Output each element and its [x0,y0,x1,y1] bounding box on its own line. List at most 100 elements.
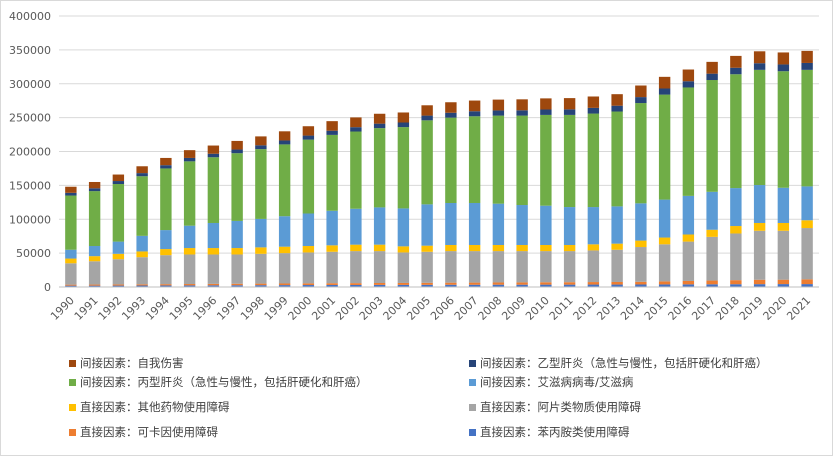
y-tick-label: 0 [44,281,51,294]
bar-segment-s3 [777,222,790,231]
legend-label: 间接因素：艾滋病病毒/艾滋病 [480,375,634,389]
bar-segment-s5 [183,161,196,226]
bar-segment-s6 [516,110,528,116]
bar-segment-s5 [255,149,267,219]
bar-segment-s7 [373,113,386,124]
x-tick-label: 1995 [167,294,196,323]
bar-segment-s2 [730,233,742,281]
bar-segment-s2 [445,251,457,283]
x-tick-label: 2021 [784,294,813,323]
bar-segment-s2 [231,254,243,284]
bar-segment-s7 [183,150,196,158]
bar-segment-s0 [183,285,196,287]
bar-segment-s7 [88,181,101,189]
x-tick-label: 2019 [737,294,766,323]
bar-segment-s5 [706,80,718,192]
bar-segment-s7 [207,145,220,154]
bar-segment-s4 [350,208,362,245]
bar-stack-2021 [801,50,813,287]
bar-segment-s7 [397,112,410,123]
x-tick-label: 2003 [357,294,386,323]
legend: 间接因素：自我伤害 间接因素：乙型肝炎（急性与慢性，包括肝硬化和肝癌） 间接因素：丙… [69,356,768,439]
bar-segment-s5 [350,131,362,209]
legend-label: 直接因素：其他药物使用障碍 [80,400,230,414]
bar-segment-s7 [777,52,790,65]
bar-segment-s2 [302,252,315,284]
bar-segment-s1 [112,284,125,286]
bar-segment-s4 [397,208,410,247]
bar-segment-s2 [706,236,718,281]
bar-segment-s3 [160,249,172,256]
bar-stack-2008 [492,99,505,287]
bar-segment-s6 [777,64,790,72]
bar-segment-s3 [88,256,101,262]
x-tick-label: 2017 [689,294,718,323]
bar-segment-s7 [587,96,600,108]
bar-segment-s4 [231,220,243,249]
bar-segment-s1 [611,281,623,285]
bar-segment-s1 [445,282,457,285]
legend-label: 直接因素：可卡因使用障碍 [80,425,218,439]
bar-segment-s2 [611,249,623,282]
y-tick-label: 150000 [9,179,51,192]
bar-segment-s5 [682,87,695,196]
bar-segment-s3 [682,234,695,242]
bar-segment-s3 [255,247,267,254]
bar-segment-s3 [65,258,77,264]
bar-segment-s1 [350,283,362,285]
bar-segment-s1 [326,283,338,285]
bar-stacks [65,50,813,287]
bar-segment-s2 [421,251,433,283]
bar-segment-s3 [563,245,576,252]
bar-segment-s0 [777,284,790,287]
bar-segment-s6 [658,88,671,95]
y-tick-label: 300000 [9,78,51,91]
bar-segment-s5 [278,144,291,217]
bar-segment-s0 [540,284,552,287]
legend-swatch [69,379,76,386]
legend-label: 间接因素：自我伤害 [80,356,184,370]
bar-segment-s2 [516,251,528,283]
bar-segment-s0 [350,284,362,287]
y-tick-label: 100000 [9,213,51,226]
bar-segment-s1 [65,284,77,286]
bar-stack-1991 [88,181,101,287]
bar-segment-s0 [302,285,315,287]
bar-segment-s1 [397,282,410,285]
bar-stack-2013 [611,94,623,287]
bar-segment-s3 [183,248,196,255]
bar-segment-s4 [753,185,766,223]
bar-segment-s3 [302,246,315,253]
bar-stack-1994 [160,157,172,287]
x-tick-label: 1993 [119,294,148,323]
bar-segment-s7 [326,121,338,131]
bar-stack-2018 [730,55,742,287]
bar-segment-s5 [421,120,433,205]
x-tick-label: 2007 [452,294,481,323]
bar-stack-2012 [587,96,600,287]
bar-segment-s4 [777,187,790,223]
bar-segment-s3 [350,244,362,252]
bar-segment-s5 [65,195,77,250]
bar-segment-s3 [468,245,481,252]
bar-segment-s2 [801,228,813,280]
x-tick-label: 1990 [48,294,77,323]
x-tick-label: 2011 [547,294,576,323]
x-tick-label: 2018 [713,294,742,323]
bar-segment-s2 [278,253,291,284]
bar-segment-s4 [682,195,695,235]
bar-segment-s2 [112,259,125,285]
x-tick-label: 1997 [214,294,243,323]
bar-segment-s7 [421,105,433,116]
bar-stack-1996 [207,145,220,287]
bar-segment-s1 [706,280,718,285]
bar-stack-2009 [516,99,528,287]
bar-segment-s6 [421,115,433,121]
bar-segment-s5 [468,116,481,203]
bar-segment-s0 [658,284,671,287]
bar-segment-s1 [88,284,101,286]
bar-segment-s5 [611,111,623,207]
bar-segment-s6 [587,107,600,114]
